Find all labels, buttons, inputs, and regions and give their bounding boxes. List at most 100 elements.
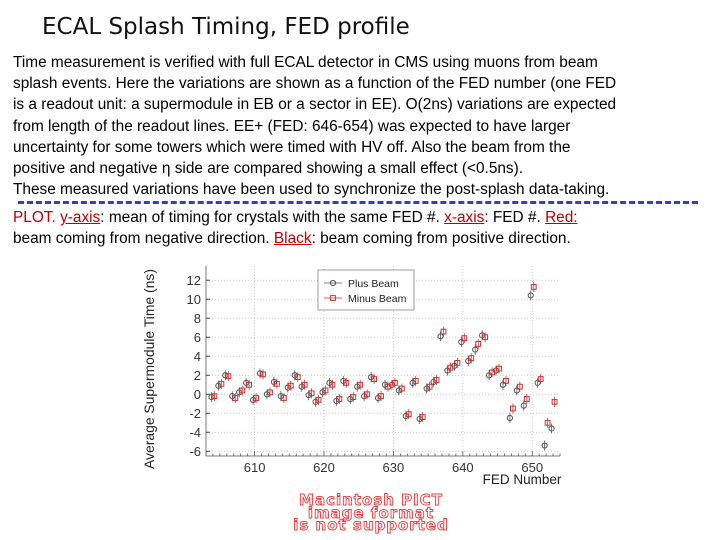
y-tick-label: 0 — [194, 387, 201, 402]
y-tick-label: -4 — [189, 425, 201, 440]
square-marker — [232, 395, 239, 401]
square-marker — [239, 387, 246, 394]
minus-beam-point — [392, 377, 398, 388]
square-marker — [496, 365, 502, 372]
minus-beam-point — [343, 377, 350, 388]
plus-beam-point — [361, 391, 368, 402]
minus-beam-point — [308, 388, 315, 399]
square-marker — [246, 381, 253, 388]
caption-red-colon: : — [573, 209, 578, 226]
paragraph-line: Time measurement is verified with full E… — [13, 54, 598, 71]
plus-beam-point — [506, 413, 514, 423]
slide-title: ECAL Splash Timing, FED profile — [42, 14, 410, 40]
minus-beam-point — [336, 394, 343, 404]
caption-xaxis-text: : FED #. — [484, 209, 541, 226]
y-tick-label: 8 — [194, 311, 201, 326]
minus-beam-point — [489, 367, 495, 378]
circle-marker — [381, 381, 389, 388]
legend-label: Minus Beam — [348, 293, 407, 305]
x-tick-label: 620 — [313, 460, 335, 475]
square-marker — [253, 395, 259, 401]
plus-beam-point — [354, 381, 361, 392]
caption-lead: PLOT. — [13, 209, 56, 226]
caption-yaxis-term: y-axis — [60, 209, 101, 226]
square-marker — [398, 385, 405, 392]
minus-beam-point — [239, 385, 246, 396]
square-marker — [440, 328, 447, 335]
minus-beam-point — [315, 394, 322, 405]
minus-beam-point — [516, 381, 523, 392]
plus-beam-point — [541, 440, 548, 451]
minus-beam-point — [371, 374, 377, 385]
square-marker — [475, 341, 482, 347]
marks-layer — [208, 281, 558, 451]
plus-beam-point — [381, 379, 389, 390]
square-marker — [433, 377, 440, 383]
plus-beam-point — [479, 330, 486, 341]
plus-beam-point — [326, 377, 333, 388]
y-tick-label: 4 — [194, 349, 201, 364]
paragraph-line: splash events. Here the variations are s… — [13, 75, 617, 93]
square-marker — [378, 393, 384, 400]
square-marker — [322, 387, 329, 394]
minus-beam-point — [405, 409, 412, 420]
y-tick-label: 6 — [194, 330, 201, 345]
circle-marker — [520, 402, 527, 409]
minus-beam-point — [322, 385, 329, 396]
square-marker — [551, 398, 558, 405]
square-marker — [350, 394, 357, 400]
plus-beam-point — [423, 383, 430, 394]
caption-line-1: PLOT. y-axis: mean of timing for crystal… — [13, 207, 717, 228]
minus-beam-point — [274, 378, 280, 389]
dashed-divider — [18, 201, 698, 204]
minus-beam-point — [433, 375, 440, 385]
square-marker — [308, 390, 315, 397]
square-marker — [294, 374, 301, 381]
circle-marker — [374, 394, 382, 402]
minus-beam-point — [225, 371, 232, 382]
circle-marker — [541, 442, 548, 449]
plus-beam-point — [270, 376, 278, 387]
placeholder-line: image format — [307, 503, 435, 522]
minus-beam-point — [544, 417, 551, 428]
caption-line-2: beam coming from negative direction. Bla… — [13, 228, 717, 249]
square-marker — [516, 383, 523, 390]
minus-beam-point — [350, 392, 357, 403]
minus-beam-point — [329, 379, 336, 390]
square-marker — [280, 395, 287, 401]
caption-red-text: beam coming from negative direction. — [13, 230, 270, 248]
minus-beam-point — [398, 383, 405, 394]
circle-marker — [506, 414, 514, 422]
square-marker — [392, 379, 398, 386]
square-marker — [218, 380, 225, 387]
minus-beam-point — [378, 391, 384, 402]
circle-marker — [361, 393, 368, 400]
y-axis-title: Average Supermodule Time (ns) — [142, 269, 157, 469]
square-marker — [315, 397, 322, 403]
square-marker — [419, 414, 426, 420]
square-marker — [371, 376, 377, 382]
circle-marker — [326, 379, 333, 386]
plus-beam-point — [437, 331, 444, 342]
y-tick-label: -6 — [189, 444, 201, 459]
minus-beam-point — [364, 389, 371, 400]
square-marker — [343, 379, 350, 386]
plus-beam-point — [520, 400, 527, 411]
minus-beam-point — [260, 369, 266, 380]
square-marker — [447, 364, 454, 371]
minus-beam-point — [510, 403, 516, 414]
minus-beam-point — [551, 396, 558, 407]
legend-square-marker — [330, 295, 336, 301]
square-marker — [523, 396, 530, 402]
caption-xaxis-term: x-axis — [444, 209, 485, 226]
paragraph-line: from length of the readout lines. EE+ (F… — [13, 117, 571, 135]
description-paragraph: Time measurement is verified with full E… — [13, 52, 717, 200]
plus-beam-point — [305, 390, 312, 401]
caption-red-term: Red — [545, 209, 574, 226]
plus-beam-point — [333, 395, 340, 406]
minus-beam-point — [440, 326, 447, 337]
square-marker — [260, 371, 266, 378]
plus-beam-point — [548, 423, 555, 434]
square-marker — [274, 380, 280, 387]
